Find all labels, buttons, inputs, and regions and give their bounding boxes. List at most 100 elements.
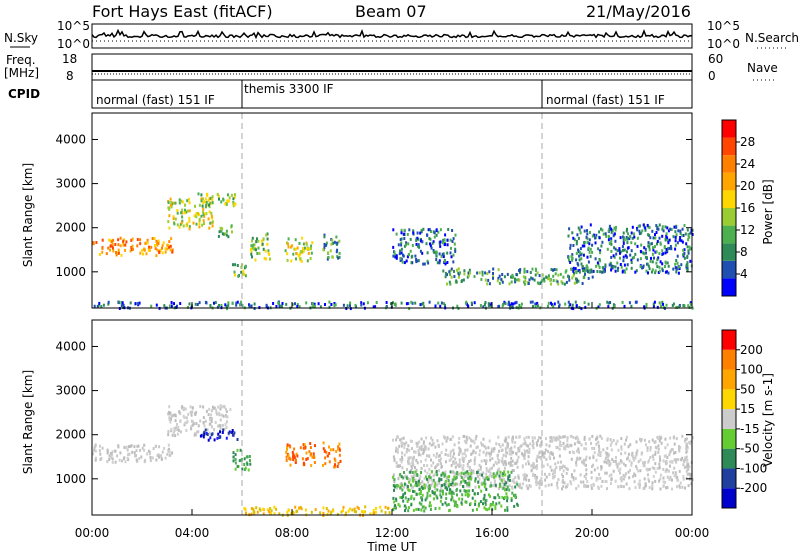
echo-cell — [651, 438, 654, 442]
echo-cell — [535, 480, 537, 484]
echo-cell — [643, 486, 646, 490]
echo-cell — [252, 509, 255, 513]
colorbar-swatch — [722, 428, 736, 449]
echo-cell — [195, 422, 198, 425]
echo-cell — [678, 267, 681, 270]
echo-cell — [523, 270, 526, 274]
echo-cell — [179, 222, 182, 226]
echo-cell — [309, 442, 312, 445]
echo-cell — [293, 456, 296, 460]
echo-cell — [202, 210, 205, 214]
echo-cell — [499, 445, 502, 449]
echo-cell — [462, 468, 465, 472]
echo-cell — [437, 463, 440, 466]
echo-cell — [492, 272, 494, 275]
echo-cell — [668, 453, 671, 457]
echo-cell — [536, 304, 539, 308]
echo-cell — [416, 473, 419, 476]
echo-cell — [195, 433, 198, 437]
echo-cell — [676, 476, 679, 480]
echo-cell — [396, 447, 399, 451]
echo-cell — [689, 301, 692, 305]
echo-cell — [109, 248, 111, 252]
echo-cell — [621, 245, 624, 249]
echo-cell — [671, 460, 674, 464]
echo-cell — [673, 442, 676, 446]
echo-cell — [408, 462, 411, 466]
echo-cell — [501, 280, 504, 284]
echo-cell — [673, 458, 676, 462]
echo-cell — [449, 488, 451, 492]
echo-cell — [433, 492, 436, 496]
echo-cell — [222, 428, 225, 432]
echo-cell — [683, 256, 686, 260]
echo-cell — [154, 247, 157, 251]
echo-cell — [169, 411, 172, 415]
echo-cell — [553, 268, 556, 271]
echo-cell — [415, 484, 418, 488]
echo-cell — [510, 275, 512, 279]
echo-cell — [584, 305, 587, 309]
echo-cell — [610, 249, 613, 253]
echo-cell — [426, 471, 429, 475]
echo-cell — [456, 304, 459, 308]
echo-cell — [301, 236, 304, 240]
echo-cell — [624, 254, 627, 258]
echo-cell — [468, 465, 471, 469]
echo-cell — [525, 474, 528, 478]
echo-cell — [422, 301, 425, 305]
echo-cell — [181, 219, 184, 223]
echo-cell — [412, 231, 415, 235]
echo-cell — [375, 506, 377, 510]
echo-cell — [512, 478, 515, 482]
echo-cell — [172, 431, 175, 435]
echo-cell — [510, 456, 513, 460]
echo-cell — [537, 481, 540, 485]
echo-cell — [179, 302, 182, 305]
colorbar-swatch — [722, 488, 736, 508]
echo-cell — [620, 437, 623, 441]
echo-cell — [636, 228, 639, 232]
echo-cell — [126, 448, 129, 452]
echo-cell — [205, 301, 208, 305]
echo-cell — [219, 426, 222, 430]
echo-cell — [419, 482, 422, 485]
echo-cell — [311, 241, 314, 245]
echo-cell — [474, 477, 477, 481]
echo-cell — [141, 446, 144, 450]
echo-cell — [422, 227, 425, 231]
echo-cell — [420, 471, 422, 474]
echo-cell — [428, 467, 431, 471]
echo-cell — [436, 496, 439, 500]
echo-cell — [655, 250, 658, 254]
echo-cell — [404, 474, 407, 478]
echo-cell — [649, 242, 652, 246]
echo-cell — [523, 437, 526, 441]
echo-cell — [133, 445, 136, 449]
echo-cell — [525, 484, 528, 488]
echo-cell — [436, 463, 438, 467]
echo-cell — [604, 451, 607, 455]
echo-cell — [559, 465, 562, 469]
echo-cell — [444, 275, 447, 279]
echo-cell — [682, 477, 685, 481]
echo-cell — [435, 455, 438, 459]
echo-cell — [458, 436, 461, 440]
echo-cell — [142, 252, 144, 256]
echo-cell — [459, 271, 461, 275]
echo-cell — [579, 251, 581, 255]
echo-cell — [645, 251, 647, 255]
colorbar-tick-label: -15 — [740, 422, 760, 436]
echo-cell — [255, 506, 258, 510]
echo-cell — [521, 452, 523, 456]
echo-cell — [484, 482, 487, 486]
power-time-markers — [241, 113, 543, 308]
echo-cell — [325, 241, 328, 245]
colorbar-tick-label: 28 — [740, 135, 755, 149]
echo-cell — [266, 508, 269, 512]
echo-cell — [688, 441, 691, 444]
echo-cell — [438, 242, 441, 246]
echo-cell — [685, 447, 688, 451]
echo-cell — [624, 474, 627, 478]
echo-cell — [398, 252, 401, 256]
